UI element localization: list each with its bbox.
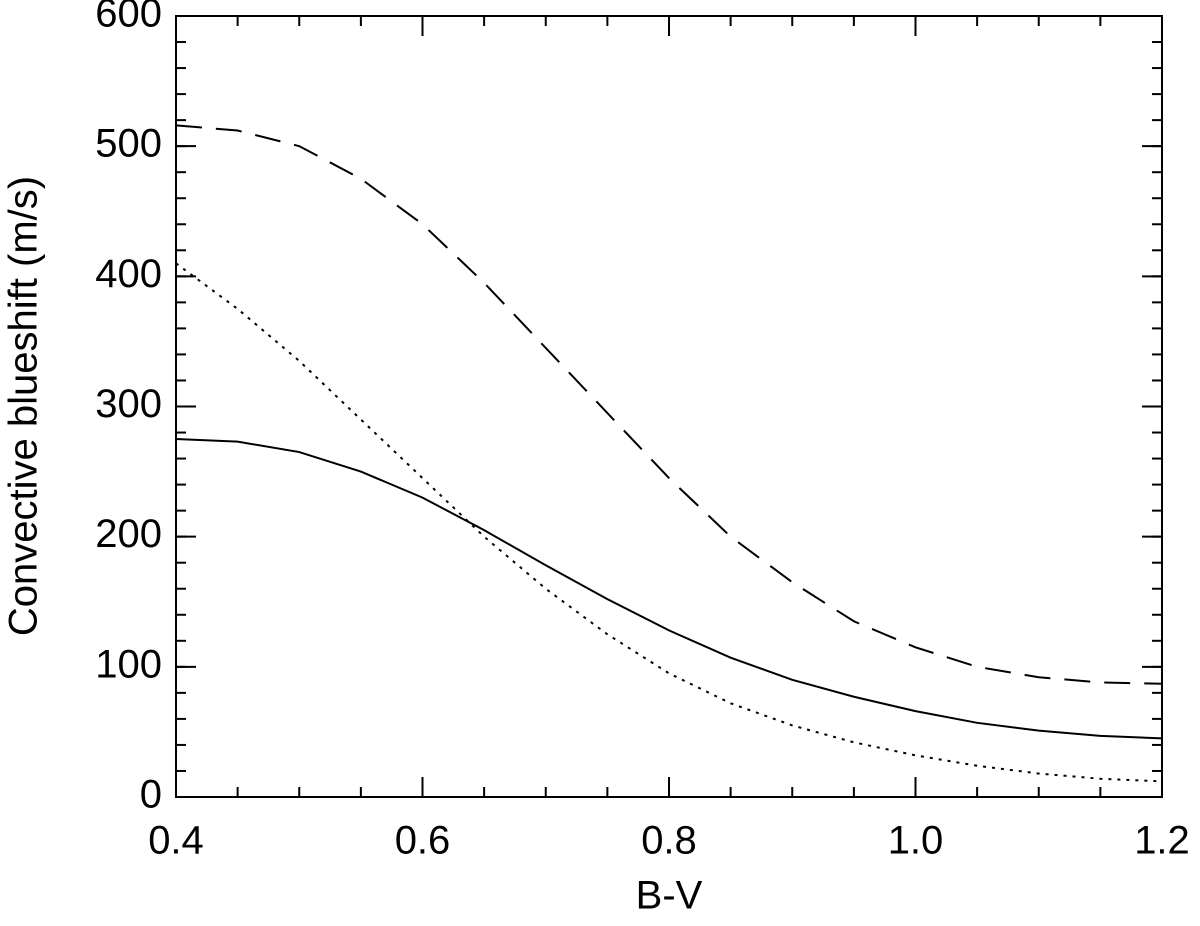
x-tick-label: 0.6 xyxy=(395,819,451,863)
series-line xyxy=(175,262,1163,783)
y-tick-label: 200 xyxy=(95,512,162,556)
y-tick-label: 400 xyxy=(95,252,162,296)
y-tick-label: 300 xyxy=(95,382,162,426)
x-tick-label: 0.8 xyxy=(641,819,697,863)
x-axis-label: B-V xyxy=(636,874,703,918)
y-tick-label: 500 xyxy=(95,122,162,166)
y-tick-label: 600 xyxy=(95,0,162,36)
y-tick-label: 0 xyxy=(140,773,162,817)
y-axis-label: Convective blueshift (m/s) xyxy=(2,176,46,636)
series-line xyxy=(175,124,1163,685)
x-tick-label: 1.0 xyxy=(888,819,944,863)
x-tick-label: 1.2 xyxy=(1134,819,1190,863)
plot-frame xyxy=(175,15,1163,798)
y-tick-label: 100 xyxy=(95,642,162,686)
series-line xyxy=(175,438,1163,740)
x-tick-label: 0.4 xyxy=(148,819,204,863)
